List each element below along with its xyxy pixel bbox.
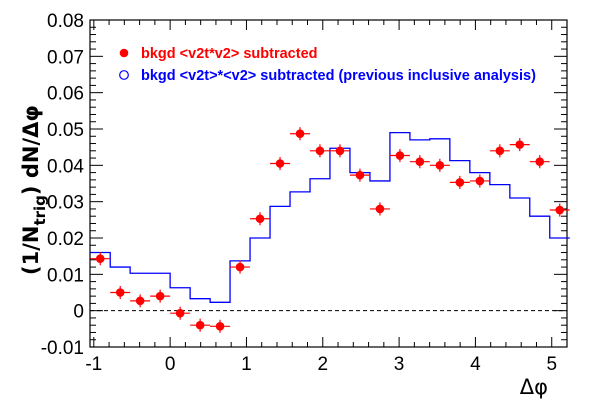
x-tick-label: 2 (317, 354, 328, 375)
y-axis-title-prefix: (1/N (19, 226, 43, 275)
data-point (409, 155, 430, 169)
y-tick-label: 0.05 (47, 120, 84, 141)
data-point (309, 144, 330, 158)
data-point (529, 155, 550, 169)
y-tick-label: 0 (73, 302, 84, 323)
point-marker (355, 170, 365, 180)
x-tick-label: 3 (394, 354, 405, 375)
data-point (489, 144, 510, 158)
point-marker (515, 140, 525, 149)
point-marker (175, 308, 185, 318)
legend-entry-0: bkgd <v2t*v2> subtracted (141, 46, 318, 62)
y-axis-title-subscript: trig (31, 195, 49, 225)
point-marker (455, 178, 465, 187)
point-marker (255, 214, 265, 224)
point-marker (555, 205, 565, 215)
point-marker (155, 291, 165, 301)
data-point (250, 212, 271, 226)
data-point (429, 158, 450, 172)
point-marker (415, 157, 425, 166)
point-marker (435, 161, 445, 170)
y-tick-label: 0.08 (47, 11, 84, 32)
data-point (389, 148, 410, 163)
point-marker (115, 288, 125, 297)
point-marker (375, 204, 385, 214)
data-point (549, 203, 570, 217)
data-point (130, 294, 151, 308)
x-tick-label: 0 (165, 354, 176, 375)
point-marker (335, 146, 345, 156)
data-point (230, 260, 251, 274)
data-point (369, 202, 390, 216)
data-point (210, 319, 231, 333)
point-marker (215, 321, 225, 331)
y-tick-label: 0.07 (47, 47, 84, 68)
data-point (150, 289, 171, 303)
x-axis-title: Δφ (520, 375, 548, 399)
data-point (349, 168, 370, 182)
legend-marker-blue-open-circle (119, 70, 129, 80)
x-tick-label: 4 (470, 354, 481, 375)
point-marker (95, 254, 105, 264)
y-tick-label: -0.01 (41, 338, 84, 359)
point-marker (395, 151, 405, 160)
plot-frame (89, 19, 568, 348)
point-marker (315, 146, 325, 156)
step-histogram-line (90, 131, 570, 303)
axes: -1 0 1 2 3 4 5 -0.01 0 0.01 0.02 0.03 0.04 0.05 0.06 0.… (41, 11, 568, 375)
y-tick-label: 0.03 (47, 193, 84, 214)
data-point (110, 285, 131, 300)
point-series-group (90, 127, 570, 333)
step-series-group (90, 131, 570, 303)
point-marker (295, 129, 305, 139)
data-point (290, 127, 311, 141)
y-tick-label: 0.02 (47, 229, 84, 250)
point-marker (235, 262, 245, 272)
data-point (469, 174, 490, 188)
data-point (449, 175, 470, 189)
y-axis-title: (1/Ntrig) dN/Δφ (19, 105, 49, 275)
point-marker (495, 146, 505, 156)
point-marker (135, 296, 145, 306)
data-point (190, 318, 211, 332)
point-marker (535, 157, 545, 166)
legend-marker-red-point (119, 48, 129, 58)
data-point (170, 306, 191, 320)
x-tick-label: -1 (85, 354, 102, 375)
legend: bkgd <v2t*v2> subtracted bkgd <v2t>*<v2>… (119, 46, 536, 84)
legend-entry-1: bkgd <v2t>*<v2> subtracted (previous inc… (141, 68, 536, 84)
data-point (90, 252, 111, 266)
data-point (509, 138, 530, 152)
x-tick-label: 5 (546, 354, 557, 375)
y-tick-label: 0.04 (47, 156, 84, 177)
data-point (270, 156, 291, 171)
point-marker (475, 176, 485, 186)
y-tick-label: 0.06 (47, 84, 84, 105)
y-tick-label: 0.01 (47, 265, 84, 286)
x-tick-label: 1 (241, 354, 252, 375)
data-point (329, 144, 350, 158)
point-marker (275, 159, 285, 168)
point-marker (195, 320, 205, 330)
y-axis-title-suffix: ) dN/Δφ (19, 105, 43, 195)
